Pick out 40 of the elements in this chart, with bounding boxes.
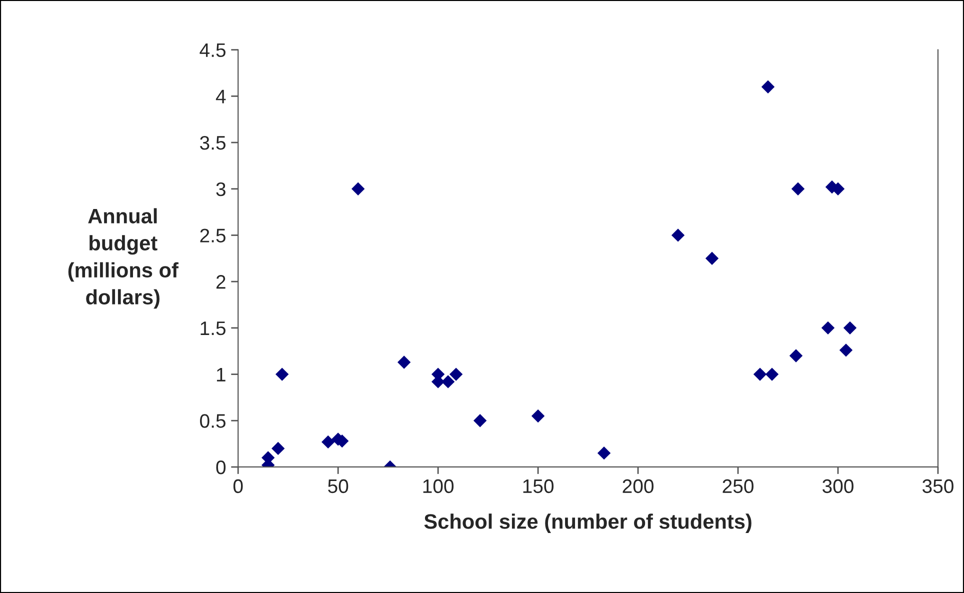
- y-tick-label: 2.5: [200, 228, 226, 242]
- y-tick-label: 3: [216, 182, 226, 196]
- y-tick-label: 2: [216, 275, 226, 289]
- y-tick-label: 0: [216, 460, 226, 474]
- x-tick-label: 300: [822, 479, 854, 494]
- x-tick-label: 100: [423, 479, 454, 494]
- point: [821, 321, 835, 335]
- point: [272, 442, 285, 456]
- point: [531, 409, 545, 423]
- x-tick-label: 50: [328, 479, 348, 494]
- point: [473, 414, 487, 428]
- point: [705, 252, 719, 265]
- point: [322, 435, 335, 449]
- point: [597, 446, 611, 460]
- y-tick-label: 1: [216, 368, 226, 382]
- x-tick-label: 150: [523, 479, 554, 494]
- point: [441, 375, 455, 388]
- point: [671, 228, 685, 242]
- x-tick-label: 200: [622, 479, 654, 494]
- y-axis-title: Annual budget (millions of dollars): [68, 208, 178, 309]
- point: [276, 368, 289, 381]
- point: [753, 368, 767, 381]
- point: [765, 368, 779, 381]
- point: [789, 349, 803, 362]
- x-axis-title: School size (number of students): [424, 514, 752, 534]
- point: [351, 182, 365, 196]
- point: [839, 344, 853, 357]
- y-tick-label: 1.5: [200, 322, 226, 336]
- x-tick-label: 0: [233, 479, 243, 494]
- y-tick-label: 3.5: [200, 136, 226, 150]
- point: [449, 368, 463, 381]
- y-tick-label: 4: [216, 90, 226, 104]
- y-tick-label: 0.5: [200, 414, 226, 428]
- x-tick-label: 350: [922, 479, 954, 494]
- x-tick-label: 250: [722, 479, 754, 494]
- point: [843, 321, 857, 335]
- point: [761, 80, 775, 94]
- y-tick-label: 4.5: [200, 43, 226, 58]
- point: [397, 356, 411, 369]
- point: [791, 182, 805, 196]
